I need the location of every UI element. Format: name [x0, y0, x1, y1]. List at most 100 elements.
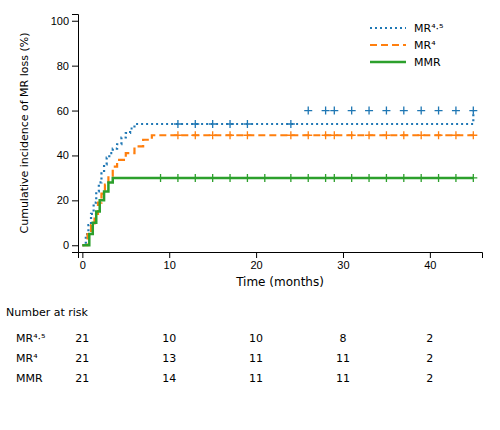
censor-mark	[287, 120, 295, 128]
censor-mark	[417, 131, 425, 139]
risk-value: 21	[75, 352, 89, 365]
y-axis: 0 20 40 60 80 100	[51, 15, 79, 253]
risk-row-label: MMR	[16, 372, 43, 385]
risk-value: 10	[249, 332, 263, 345]
risk-value: 21	[75, 372, 89, 385]
legend-item: MMR	[370, 56, 441, 69]
y-axis-title: Cumulative incidence of MR loss (%)	[18, 33, 31, 234]
x-axis-tick-mark	[430, 252, 431, 258]
censor-mark	[417, 107, 425, 115]
risk-value: 10	[162, 332, 176, 345]
risk-value: 2	[426, 352, 433, 365]
y-axis-tick-label: 0	[63, 239, 69, 251]
censor-mark	[322, 131, 330, 139]
censor-mark	[191, 131, 199, 139]
censor-mark	[226, 174, 234, 182]
censor-mark	[322, 174, 330, 182]
risk-table-title: Number at risk	[6, 306, 89, 319]
censor-mark	[348, 174, 356, 182]
censor-mark	[435, 131, 443, 139]
censor-mark	[469, 174, 477, 182]
censor-mark	[365, 174, 373, 182]
censor-mark	[209, 174, 217, 182]
censor-mark	[348, 131, 356, 139]
y-axis-tick: 0	[63, 239, 78, 251]
y-axis-tick: 60	[57, 105, 78, 117]
legend: MR⁴·⁵ MR⁴ MMR	[370, 22, 443, 69]
y-axis-tick-label: 20	[57, 194, 69, 206]
step-line	[82, 178, 473, 245]
censor-mark	[417, 174, 425, 182]
risk-row-label: MR⁴·⁵	[16, 332, 45, 345]
x-axis-tick-label: 40	[424, 259, 436, 271]
risk-value: 8	[339, 332, 346, 345]
x-axis-tick: 10	[164, 252, 176, 271]
y-axis-tick-mark	[72, 155, 78, 156]
legend-swatch	[370, 27, 406, 29]
censor-mark	[191, 120, 199, 128]
risk-value: 13	[162, 352, 176, 365]
x-axis-tick-label: 20	[250, 259, 262, 271]
censor-mark	[382, 174, 390, 182]
censor-mark	[452, 107, 460, 115]
x-axis-tick-mark	[343, 252, 344, 258]
risk-value: 11	[336, 352, 350, 365]
legend-swatch	[370, 61, 406, 64]
y-axis-tick: 100	[51, 15, 78, 27]
censor-mark	[382, 107, 390, 115]
y-axis-tick: 80	[57, 60, 78, 72]
series-area	[82, 107, 477, 246]
x-axis-tick: 40	[424, 252, 436, 271]
risk-value: 14	[162, 372, 176, 385]
y-axis-line	[72, 15, 79, 253]
censor-mark	[365, 107, 373, 115]
censor-mark	[287, 174, 295, 182]
censor-mark	[243, 120, 251, 128]
plot: 010203040020406080100Time (months)Cumula…	[18, 15, 483, 290]
censor-mark	[261, 174, 269, 182]
x-axis-tick: 0	[80, 252, 86, 271]
y-axis-tick: 40	[57, 149, 78, 161]
legend-item: MR⁴·⁵	[370, 22, 443, 35]
censor-mark	[330, 107, 338, 115]
y-axis-tick-mark	[72, 111, 78, 112]
censor-mark	[174, 120, 182, 128]
censor-mark	[435, 107, 443, 115]
censor-mark	[287, 131, 295, 139]
censor-mark	[400, 174, 408, 182]
censor-mark	[304, 174, 312, 182]
risk-value: 11	[249, 352, 263, 365]
risk-value: 21	[75, 332, 89, 345]
censor-mark	[191, 174, 199, 182]
y-axis-tick-mark	[72, 200, 78, 201]
x-axis-tick-label: 0	[80, 259, 86, 271]
censor-mark	[348, 107, 356, 115]
risk-table: Number at riskMR⁴·⁵21101082MR⁴211311112M…	[6, 306, 433, 385]
risk-value: 11	[249, 372, 263, 385]
censor-mark	[209, 120, 217, 128]
x-axis-tick-label: 30	[337, 259, 349, 271]
censor-mark	[365, 131, 373, 139]
censor-mark	[209, 131, 217, 139]
y-axis-tick-label: 100	[51, 15, 69, 27]
risk-value: 11	[336, 372, 350, 385]
x-axis-tick: 30	[337, 252, 349, 271]
censor-mark	[469, 107, 477, 115]
y-axis-tick-mark	[72, 21, 78, 22]
censor-mark	[400, 107, 408, 115]
censor-mark	[322, 107, 330, 115]
censor-mark	[452, 131, 460, 139]
y-axis-tick: 20	[57, 194, 78, 206]
censor-mark	[226, 120, 234, 128]
censor-mark	[330, 174, 338, 182]
x-axis: 0 10 20 30 40	[79, 252, 483, 271]
censor-mark	[400, 131, 408, 139]
censor-mark	[469, 131, 477, 139]
x-axis-tick-mark	[256, 252, 257, 258]
censor-mark	[174, 174, 182, 182]
legend-label: MR⁴	[414, 39, 436, 52]
censor-mark	[243, 131, 251, 139]
x-axis-tick: 20	[250, 252, 262, 271]
y-axis-tick-label: 60	[57, 105, 69, 117]
censor-mark	[304, 131, 312, 139]
